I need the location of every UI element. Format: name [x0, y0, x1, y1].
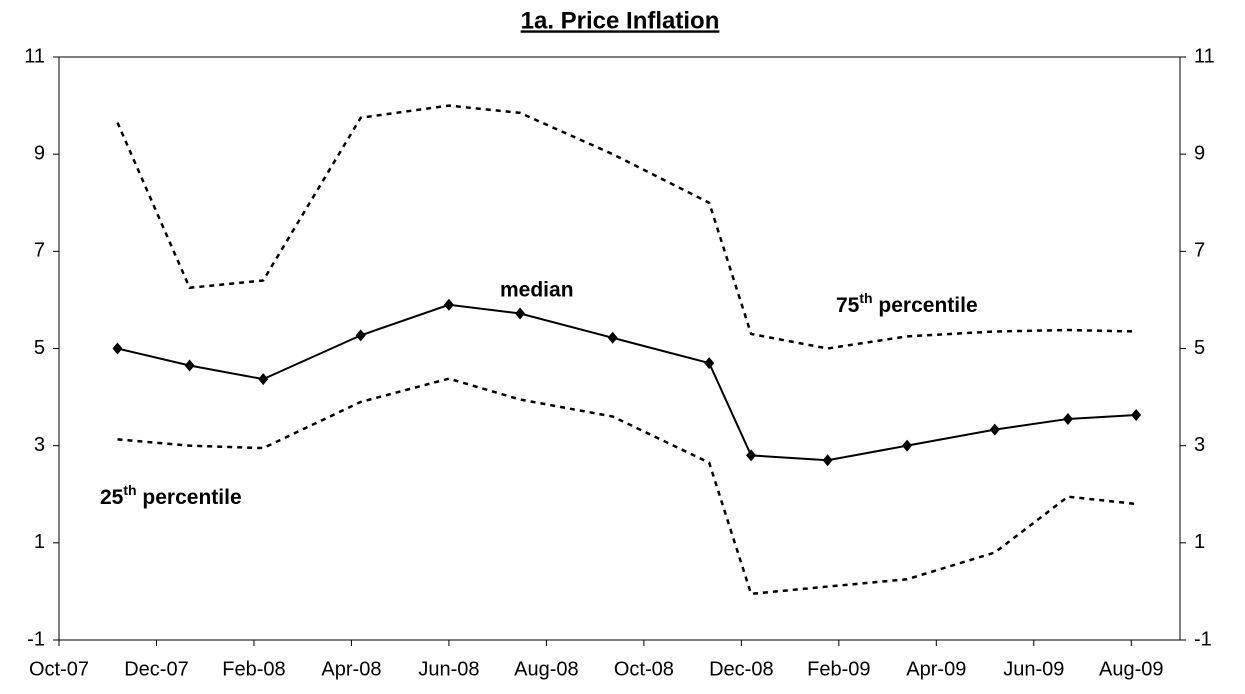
y-tick-label: -1	[27, 628, 45, 650]
marker	[902, 439, 913, 452]
marker	[355, 329, 366, 342]
x-tick-label: Oct-08	[614, 658, 674, 680]
y2-tick-label: 11	[1194, 45, 1215, 67]
label-part: 75	[836, 294, 860, 317]
label-part: percentile	[873, 294, 978, 317]
marker	[443, 298, 454, 311]
marker	[515, 307, 526, 320]
y-tick-label: 5	[34, 337, 45, 359]
marker	[746, 449, 757, 462]
series-line	[117, 377, 1137, 596]
series-line	[116, 104, 1137, 350]
x-tick-label: Jun-09	[1003, 658, 1064, 680]
x-tick-label: Jun-08	[418, 658, 479, 680]
marker	[704, 357, 715, 370]
y2-tick-label: 1	[1194, 531, 1205, 553]
y-tick-label: 9	[34, 142, 45, 164]
x-tick-label: Feb-08	[222, 658, 285, 680]
y2-tick-label: 3	[1194, 434, 1205, 456]
y2-tick-label: 7	[1194, 240, 1205, 262]
y2-tick-label: 9	[1194, 142, 1205, 164]
x-tick-label: Oct-07	[29, 658, 89, 680]
y2-tick-label: 5	[1194, 337, 1205, 359]
y2-tick-label: -1	[1194, 628, 1212, 650]
marker	[258, 373, 269, 386]
x-tick-label: Apr-08	[321, 658, 381, 680]
plot-frame	[58, 56, 1181, 641]
p25-label: 25th percentile	[100, 482, 242, 509]
p75-label: 75th percentile	[836, 290, 978, 317]
y-tick-label: 3	[34, 434, 45, 456]
y-tick-label: 7	[34, 240, 45, 262]
y-tick-label: 11	[24, 45, 45, 67]
label-part: percentile	[137, 486, 242, 509]
y-tick-label: 1	[34, 531, 45, 553]
x-tick-label: Aug-08	[514, 658, 579, 680]
x-tick-label: Feb-09	[807, 658, 870, 680]
x-tick-label: Dec-07	[124, 658, 188, 680]
marker	[112, 342, 123, 355]
x-tick-label: Aug-09	[1099, 658, 1164, 680]
marker	[1131, 409, 1142, 422]
x-tick-label: Apr-09	[906, 658, 966, 680]
label-part: 25	[100, 486, 124, 509]
marker	[989, 423, 1000, 436]
label-part: th	[859, 290, 872, 306]
label-part: th	[123, 482, 136, 498]
marker	[822, 454, 833, 467]
marker	[1062, 412, 1073, 425]
marker	[184, 359, 195, 372]
x-tick-label: Dec-08	[709, 658, 773, 680]
series-line	[117, 303, 1137, 462]
chart-title: 1a. Price Inflation	[521, 7, 720, 34]
marker	[607, 331, 618, 344]
median-label: median	[500, 279, 574, 302]
